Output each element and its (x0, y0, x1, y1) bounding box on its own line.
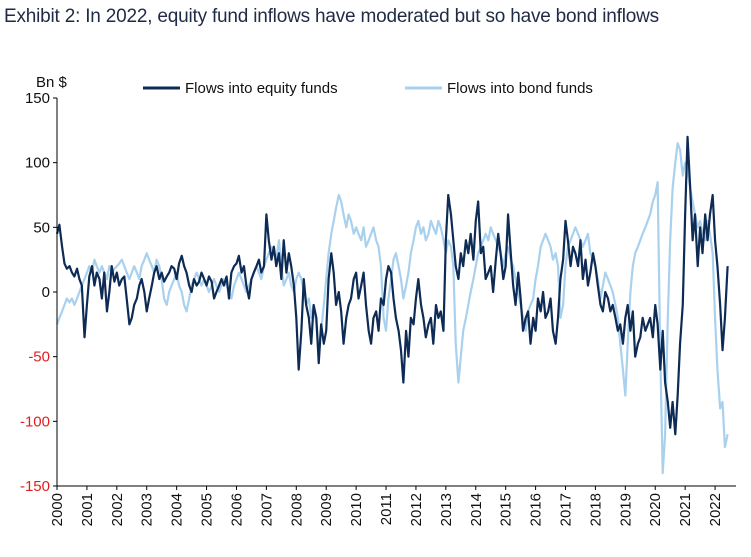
y-tick-label: 50 (33, 219, 50, 236)
x-tick-label: 2019 (617, 493, 634, 526)
x-tick-label: 2010 (348, 493, 365, 526)
x-tick-label: 2002 (109, 493, 126, 526)
x-tick-label: 2017 (558, 493, 575, 526)
x-tick-label: 2022 (707, 493, 724, 526)
legend-label: Flows into equity funds (185, 80, 338, 97)
axes: Bn $ -150 -100 -50 0 50 100 150 2000 2001 2002 2003… (20, 74, 736, 526)
x-tick-label: 2001 (79, 493, 96, 526)
y-axis-label: Bn $ (36, 74, 68, 91)
series-line-equity (55, 135, 729, 436)
x-tick-label: 2016 (528, 493, 545, 526)
x-tick-label: 2011 (378, 493, 395, 525)
y-tick-label: -150 (20, 478, 50, 495)
y-tick-label: -50 (28, 349, 50, 366)
x-tick-label: 2008 (288, 493, 305, 526)
y-tick-label: 100 (25, 155, 50, 172)
x-tick-label: 2018 (587, 493, 604, 526)
x-tick-label: 2013 (438, 493, 455, 526)
y-tick-label: -100 (20, 413, 50, 430)
x-tick-label: 2014 (468, 493, 485, 526)
x-tick-label: 2009 (318, 493, 335, 526)
x-tick-label: 2020 (647, 493, 664, 526)
x-tick-label: 2015 (498, 493, 515, 526)
legend-item-bond: Flows into bond funds (405, 80, 593, 97)
x-tick-label: 2003 (139, 493, 156, 526)
x-tick-label: 2012 (408, 493, 425, 526)
y-tick-label: 0 (42, 284, 50, 301)
x-tick-label: 2004 (169, 493, 186, 526)
x-tick-label: 2005 (199, 493, 216, 526)
legend-item-equity: Flows into equity funds (143, 80, 338, 97)
x-tick-label: 2000 (49, 493, 66, 526)
chart-title: Exhibit 2: In 2022, equity fund inflows … (4, 6, 659, 27)
legend: Flows into equity funds Flows into bond f… (143, 80, 593, 97)
x-tick-label: 2007 (258, 493, 275, 526)
series-line-bond (55, 142, 729, 475)
y-tick-label: 150 (25, 90, 50, 107)
x-tick-label: 2006 (228, 493, 245, 526)
series-lines (55, 135, 729, 475)
x-tick-label: 2021 (677, 493, 694, 526)
legend-label: Flows into bond funds (447, 80, 593, 97)
